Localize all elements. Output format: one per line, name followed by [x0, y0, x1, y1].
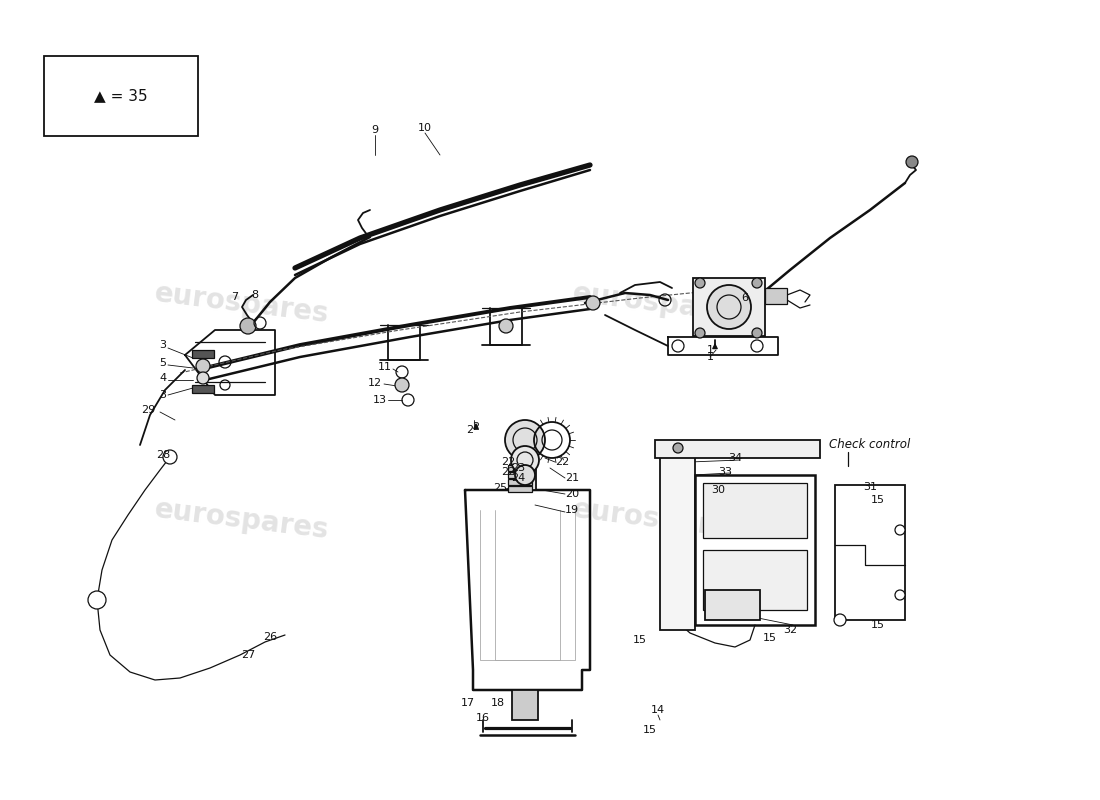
Text: eurospares: eurospares — [571, 495, 749, 545]
Text: 15: 15 — [644, 725, 657, 735]
Bar — [508, 486, 532, 492]
Text: 23: 23 — [510, 463, 525, 473]
Text: 26: 26 — [263, 632, 277, 642]
Text: 33: 33 — [718, 467, 732, 477]
Circle shape — [752, 328, 762, 338]
Circle shape — [895, 525, 905, 535]
Circle shape — [906, 156, 918, 168]
Text: 24: 24 — [510, 473, 525, 483]
Text: 1: 1 — [706, 345, 714, 355]
Circle shape — [395, 378, 409, 392]
Circle shape — [752, 278, 762, 288]
Text: 8: 8 — [252, 290, 258, 300]
Bar — [654, 440, 820, 458]
Text: 15: 15 — [871, 495, 886, 505]
Text: 6: 6 — [741, 293, 748, 303]
Text: 25: 25 — [493, 483, 507, 493]
Text: 17: 17 — [461, 698, 475, 708]
Text: eurospares: eurospares — [153, 279, 331, 329]
Circle shape — [586, 296, 600, 310]
Circle shape — [163, 450, 177, 464]
Bar — [514, 455, 536, 490]
Text: 11: 11 — [378, 362, 392, 372]
Circle shape — [673, 443, 683, 453]
Bar — [508, 472, 532, 478]
Circle shape — [196, 359, 210, 373]
Text: 14: 14 — [651, 705, 666, 715]
Bar — [703, 483, 807, 538]
Circle shape — [695, 278, 705, 288]
Circle shape — [707, 285, 751, 329]
Circle shape — [88, 591, 106, 609]
Circle shape — [197, 372, 209, 384]
Bar — [508, 465, 532, 471]
Text: 18: 18 — [491, 698, 505, 708]
Text: 30: 30 — [711, 485, 725, 495]
Text: 28: 28 — [156, 450, 170, 460]
Circle shape — [695, 328, 705, 338]
Bar — [192, 350, 215, 358]
Text: 20: 20 — [565, 489, 579, 499]
Text: 10: 10 — [418, 123, 432, 133]
Text: 7: 7 — [231, 292, 239, 302]
Text: 12: 12 — [367, 378, 382, 388]
Text: 16: 16 — [476, 713, 490, 723]
Text: 29: 29 — [141, 405, 155, 415]
Text: ▲ = 35: ▲ = 35 — [95, 89, 147, 103]
Bar — [192, 385, 215, 393]
Text: 27: 27 — [241, 650, 255, 660]
Text: eurospares: eurospares — [153, 495, 331, 545]
Text: 2: 2 — [472, 422, 480, 432]
Circle shape — [499, 319, 513, 333]
Text: 13: 13 — [373, 395, 387, 405]
Bar — [703, 550, 807, 610]
Text: eurospares: eurospares — [571, 279, 749, 329]
Bar — [695, 475, 815, 625]
Bar — [508, 479, 532, 485]
Text: 15: 15 — [871, 620, 886, 630]
Bar — [660, 455, 695, 630]
Text: 22: 22 — [500, 467, 515, 477]
Bar — [705, 590, 760, 620]
Bar — [512, 690, 538, 720]
Text: 31: 31 — [864, 482, 877, 492]
Text: 15: 15 — [632, 635, 647, 645]
Bar — [44, 56, 198, 136]
Text: 9: 9 — [372, 125, 378, 135]
Text: 15: 15 — [763, 633, 777, 643]
Circle shape — [515, 465, 535, 485]
Text: 3: 3 — [160, 340, 166, 350]
Text: 34: 34 — [728, 453, 743, 463]
Text: 3: 3 — [160, 390, 166, 400]
Text: 22: 22 — [500, 457, 515, 467]
Text: 2: 2 — [466, 425, 474, 435]
Circle shape — [895, 590, 905, 600]
Bar — [764, 288, 786, 304]
Bar — [835, 485, 905, 620]
Text: 22: 22 — [554, 457, 569, 467]
Text: 32: 32 — [783, 625, 798, 635]
Circle shape — [834, 614, 846, 626]
Circle shape — [512, 446, 539, 474]
Text: 19: 19 — [565, 505, 579, 515]
Text: 5: 5 — [160, 358, 166, 368]
Bar — [693, 278, 764, 336]
Text: 21: 21 — [565, 473, 579, 483]
Circle shape — [240, 318, 256, 334]
Circle shape — [505, 420, 544, 460]
Text: 1: 1 — [706, 352, 714, 362]
Text: Check control: Check control — [829, 438, 911, 451]
Text: 4: 4 — [160, 373, 166, 383]
